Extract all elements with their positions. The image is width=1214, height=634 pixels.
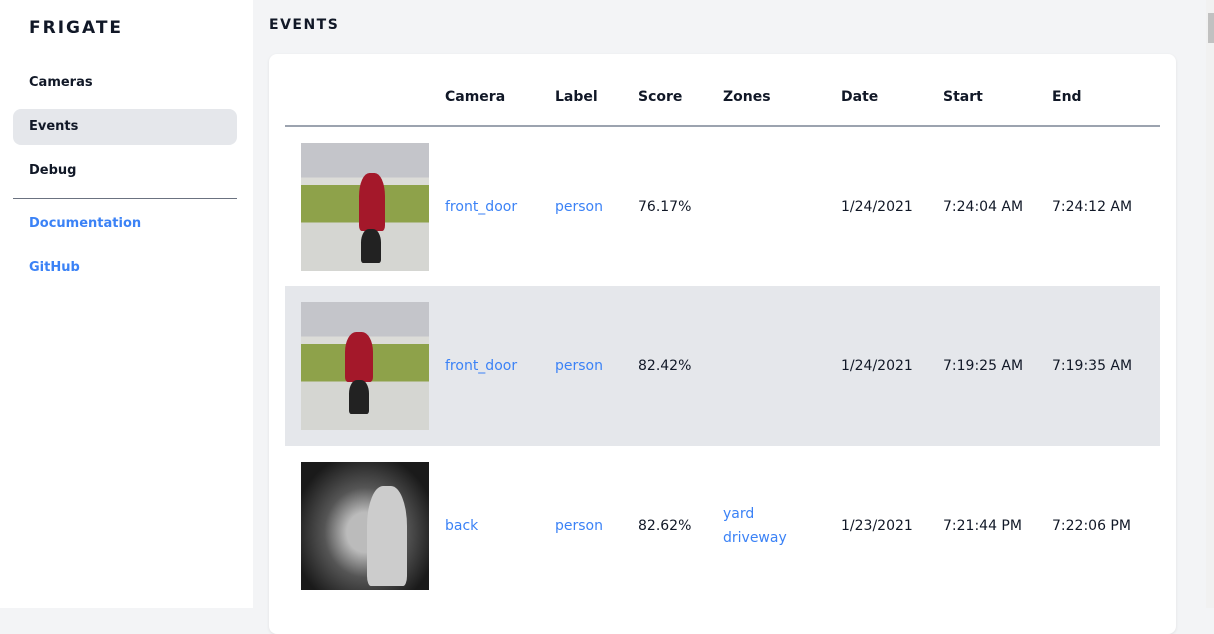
sidebar-item-cameras[interactable]: Cameras: [29, 75, 93, 90]
date: 1/24/2021: [841, 198, 913, 215]
col-score: Score: [638, 54, 723, 127]
end-time: 7:19:35 AM: [1052, 286, 1160, 446]
col-camera: Camera: [445, 54, 555, 127]
sidebar-item-events[interactable]: Events: [13, 109, 237, 145]
score: 76.17%: [638, 198, 692, 215]
sidebar-divider: [13, 198, 237, 199]
table-row[interactable]: back person 82.62% yard driveway 1/23/202…: [285, 446, 1160, 606]
table-row[interactable]: front_door person 82.42% 1/24/2021 7:19:…: [285, 286, 1160, 446]
col-date: Date: [841, 54, 943, 127]
col-end: End: [1052, 54, 1160, 127]
camera-link[interactable]: front_door: [445, 198, 518, 215]
table-row[interactable]: front_door person 76.17% 1/24/2021 7:24:…: [285, 126, 1160, 286]
start-time: 7:19:25 AM: [943, 286, 1052, 446]
table-header: Camera Label Score Zones Date Start End: [285, 54, 1160, 127]
zones: yard driveway: [723, 446, 841, 606]
zone-link[interactable]: driveway: [723, 530, 787, 546]
zones: [723, 126, 841, 286]
end-time: 7:24:12 AM: [1052, 198, 1133, 215]
scrollbar-thumb[interactable]: [1208, 13, 1214, 43]
start-time: 7:21:44 PM: [943, 518, 1022, 534]
event-thumbnail[interactable]: [301, 142, 429, 271]
scrollbar[interactable]: [1206, 0, 1214, 608]
label-link[interactable]: person: [555, 518, 603, 534]
page-title: EVENTS: [269, 17, 340, 33]
score: 82.42%: [638, 286, 723, 446]
camera-link[interactable]: back: [445, 518, 479, 534]
event-thumbnail[interactable]: [301, 462, 429, 590]
sidebar-link-documentation[interactable]: Documentation: [29, 216, 142, 231]
label-link[interactable]: person: [555, 358, 603, 374]
col-start: Start: [943, 54, 1052, 127]
end-time: 7:22:06 PM: [1052, 518, 1131, 534]
score: 82.62%: [638, 518, 692, 534]
sidebar-link-github[interactable]: GitHub: [29, 260, 80, 275]
start-time: 7:24:04 AM: [943, 198, 1024, 215]
zone-link[interactable]: yard: [723, 506, 755, 522]
date: 1/24/2021: [841, 286, 943, 446]
col-thumbnail: [285, 54, 445, 127]
brand-logo: FRIGATE: [29, 18, 124, 38]
label-link[interactable]: person: [555, 198, 603, 215]
sidebar-item-debug[interactable]: Debug: [29, 163, 77, 178]
col-zones: Zones: [723, 54, 841, 127]
col-label: Label: [555, 54, 638, 127]
camera-link[interactable]: front_door: [445, 358, 518, 374]
events-card: Camera Label Score Zones Date Start End …: [269, 54, 1176, 634]
event-thumbnail[interactable]: [301, 302, 429, 430]
events-table: Camera Label Score Zones Date Start End …: [285, 54, 1160, 606]
date: 1/23/2021: [841, 518, 913, 534]
zones: [723, 286, 841, 446]
sidebar: FRIGATE Cameras Events Debug Documentati…: [0, 0, 253, 608]
